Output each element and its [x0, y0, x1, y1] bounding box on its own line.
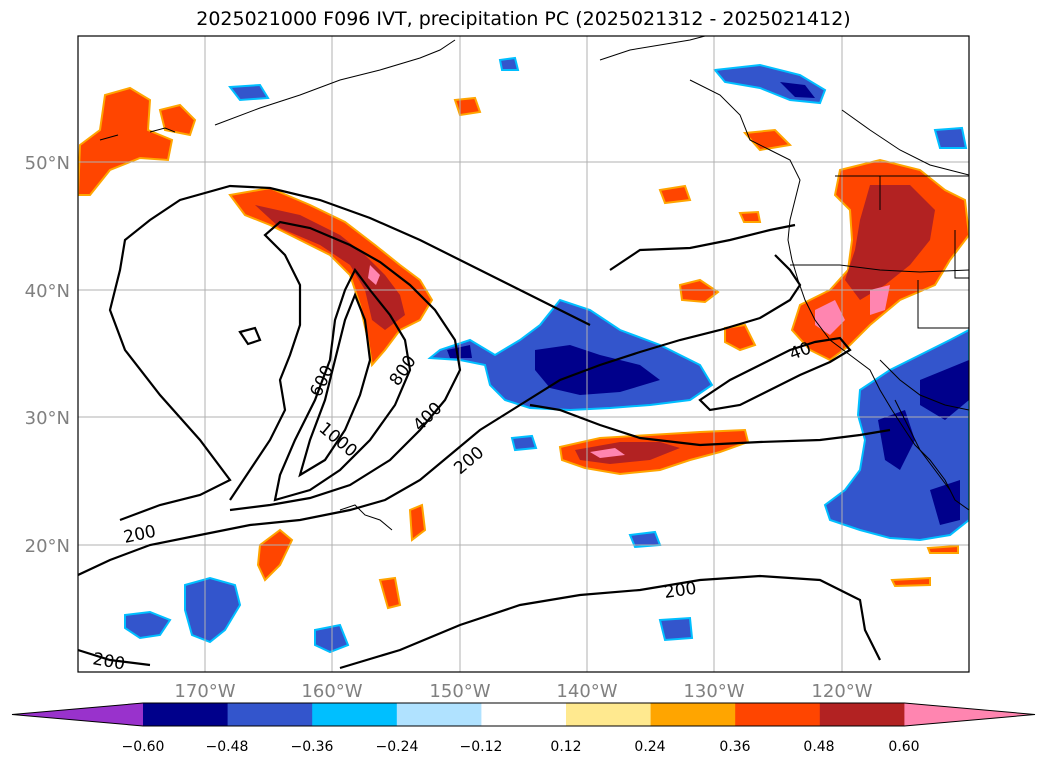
colorbar-tick: 0.60: [888, 739, 919, 755]
lat-label: 40°N: [25, 281, 70, 302]
colorbar-tick: −0.60: [122, 739, 165, 755]
lat-label: 20°N: [25, 536, 70, 557]
colorbar-extend-max: [904, 703, 1035, 726]
colorbar-tick: 0.48: [803, 739, 834, 755]
precip-positive-area: [256, 528, 294, 582]
precip-negative-area: [920, 360, 969, 420]
precip-positive-area: [738, 210, 762, 223]
contour-label: 200: [91, 649, 126, 674]
contour-label: 200: [450, 443, 488, 479]
precip-positive-area: [658, 184, 692, 205]
longitude-labels: 170°W 160°W 150°W 140°W 130°W 120°W: [174, 681, 872, 702]
precip-negative-area: [658, 616, 694, 642]
lon-label: 130°W: [683, 681, 744, 702]
precip-positive-area: [408, 503, 427, 542]
colorbar-tick: 0.36: [719, 739, 750, 755]
colorbar-tick-labels: −0.60 −0.48 −0.36 −0.24 −0.12 0.12 0.24 …: [122, 739, 920, 755]
precip-positive-area: [742, 128, 793, 152]
precip-positive-area: [870, 285, 890, 315]
map-frame: [77, 35, 970, 673]
lon-label: 150°W: [429, 681, 490, 702]
colorbar-outline: [11, 702, 1036, 727]
lat-label: 30°N: [25, 408, 70, 429]
colorbar-swatch: [650, 703, 736, 726]
coastlines: [99, 36, 969, 531]
contour-label: 200: [663, 579, 698, 603]
colorbar-tick: 0.12: [550, 739, 581, 755]
precip-positive-area: [815, 300, 845, 335]
precip-negative-area: [878, 410, 915, 470]
map-title: 2025021000 F096 IVT, precipitation PC (2…: [196, 8, 851, 30]
colorbar-tick: −0.24: [376, 739, 419, 755]
precip-negative-area: [780, 82, 815, 98]
colorbar-swatch: [396, 703, 482, 726]
precip-negative-area: [498, 56, 520, 71]
precip-positive-area: [378, 576, 402, 610]
precip-negative-area: [510, 434, 538, 452]
precip-positive-area: [575, 442, 680, 464]
lon-label: 170°W: [174, 681, 235, 702]
precip-positive-area: [368, 265, 380, 285]
precip-negative-area: [124, 610, 172, 640]
lon-label: 160°W: [301, 681, 362, 702]
colorbar-swatch: [312, 703, 398, 726]
precip-negative-area: [184, 576, 242, 644]
colorbar-swatch: [481, 703, 567, 726]
colorbar-tick: 0.24: [634, 739, 665, 755]
colorbar-swatch: [566, 703, 652, 726]
precip-anomaly-fields: [78, 56, 969, 654]
precip-positive-area: [724, 323, 757, 352]
graticule: [78, 36, 969, 672]
colorbar-swatch: [227, 703, 313, 726]
contour-label: 800: [386, 352, 421, 390]
precip-positive-area: [890, 576, 931, 588]
latitude-labels: 50°N 40°N 30°N 20°N: [25, 153, 70, 557]
ivt-contours: [78, 184, 891, 670]
lat-label: 50°N: [25, 153, 70, 174]
colorbar-swatch: [143, 703, 229, 726]
colorbar-tick: −0.12: [460, 739, 503, 755]
colorbar-swatch: [735, 703, 821, 726]
precip-negative-area: [535, 345, 660, 395]
precip-positive-area: [926, 544, 959, 554]
colorbar-tick: −0.48: [206, 739, 249, 755]
precip-positive-area: [78, 86, 174, 196]
colorbar-tick: −0.36: [291, 739, 334, 755]
lon-label: 120°W: [811, 681, 872, 702]
precip-positive-area: [453, 96, 482, 117]
precip-positive-area: [845, 185, 935, 300]
precip-negative-area: [930, 480, 960, 525]
precip-positive-area: [158, 103, 197, 137]
lon-label: 140°W: [556, 681, 617, 702]
precip-negative-area: [228, 83, 270, 102]
precip-positive-area: [590, 448, 625, 458]
colorbar: [11, 702, 1036, 727]
precip-positive-area: [678, 278, 720, 304]
precip-positive-area: [255, 205, 405, 330]
colorbar-swatch: [819, 703, 905, 726]
colorbar-extend-min: [12, 703, 143, 726]
precip-negative-area: [933, 126, 968, 149]
